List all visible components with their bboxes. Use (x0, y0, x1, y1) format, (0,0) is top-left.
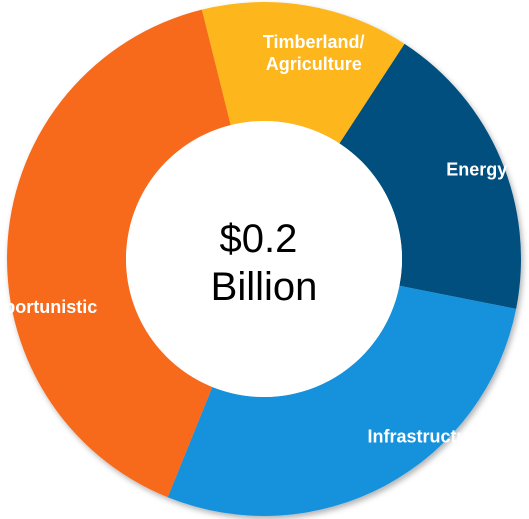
center-label: $0.2 Billion (211, 217, 318, 309)
slice-infrastructure (167, 285, 517, 516)
segment-labels: Timberland/Agriculture Energy Infrastructu… (0, 32, 507, 446)
slice-energy (339, 43, 521, 309)
slice-label: Timberland/Agriculture (263, 32, 365, 74)
center-label-line-1: $0.2 (220, 217, 298, 261)
slice-timberland-agriculture (201, 2, 405, 144)
slice-label-line: Timberland/ (263, 32, 365, 52)
donut-hole (126, 121, 402, 397)
slice-label-line: Opportunistic (0, 297, 97, 317)
slice-label: Infrastructure (368, 426, 485, 446)
donut-segments (6, 2, 521, 516)
slice-label-line: Agriculture (266, 54, 362, 74)
slice-label: Energy (446, 159, 507, 179)
center-label-line-2: Billion (211, 265, 318, 309)
slice-label-line: Infrastructure (368, 426, 485, 446)
slice-label: Opportunistic (0, 297, 97, 317)
slice-label-line: Energy (446, 159, 507, 179)
slice-opportunistic (6, 9, 231, 498)
